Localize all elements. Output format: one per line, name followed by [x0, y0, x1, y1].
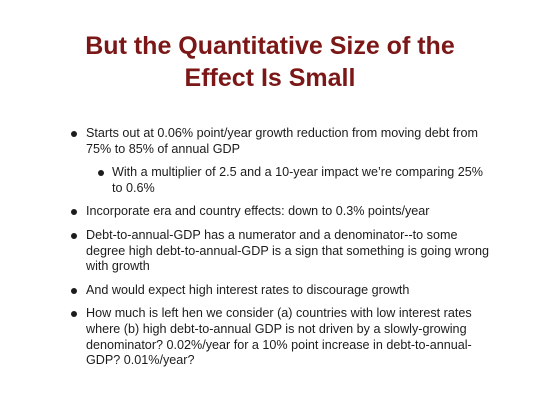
- bullet-dot-icon: [71, 209, 77, 216]
- bullet-text: Incorporate era and country effects: dow…: [86, 204, 430, 219]
- bullet-dot-icon: [71, 287, 77, 294]
- bullet-item: Starts out at 0.06% point/year growth re…: [0, 126, 540, 157]
- bullet-dot-icon: [98, 170, 104, 177]
- bullet-dot-icon: [71, 232, 77, 239]
- sub-bullet-item: With a multiplier of 2.5 and a 10-year i…: [0, 165, 540, 196]
- bullet-text: With a multiplier of 2.5 and a 10-year i…: [112, 165, 483, 195]
- slide-title-line-1: But the Quantitative Size of the: [85, 32, 455, 60]
- bullet-dot-icon: [71, 131, 77, 137]
- bullet-text: And would expect high interest rates to …: [86, 282, 410, 297]
- bullet-item: How much is left hen we consider (a) cou…: [0, 306, 540, 368]
- bullet-text: Debt-to-annual-GDP has a numerator and a…: [86, 227, 490, 274]
- bullet-item: Incorporate era and country effects: dow…: [0, 204, 540, 220]
- bullet-list: Starts out at 0.06% point/year growth re…: [0, 126, 540, 377]
- bullet-item: Debt-to-annual-GDP has a numerator and a…: [0, 228, 540, 275]
- bullet-item: And would expect high interest rates to …: [0, 283, 540, 299]
- slide-title: But the Quantitative Size of the Effect …: [0, 30, 540, 94]
- bullet-text: Starts out at 0.06% point/year growth re…: [86, 126, 478, 156]
- slide-title-line-2: Effect Is Small: [184, 64, 356, 92]
- bullet-dot-icon: [71, 311, 77, 318]
- bullet-text: How much is left hen we consider (a) cou…: [86, 306, 472, 368]
